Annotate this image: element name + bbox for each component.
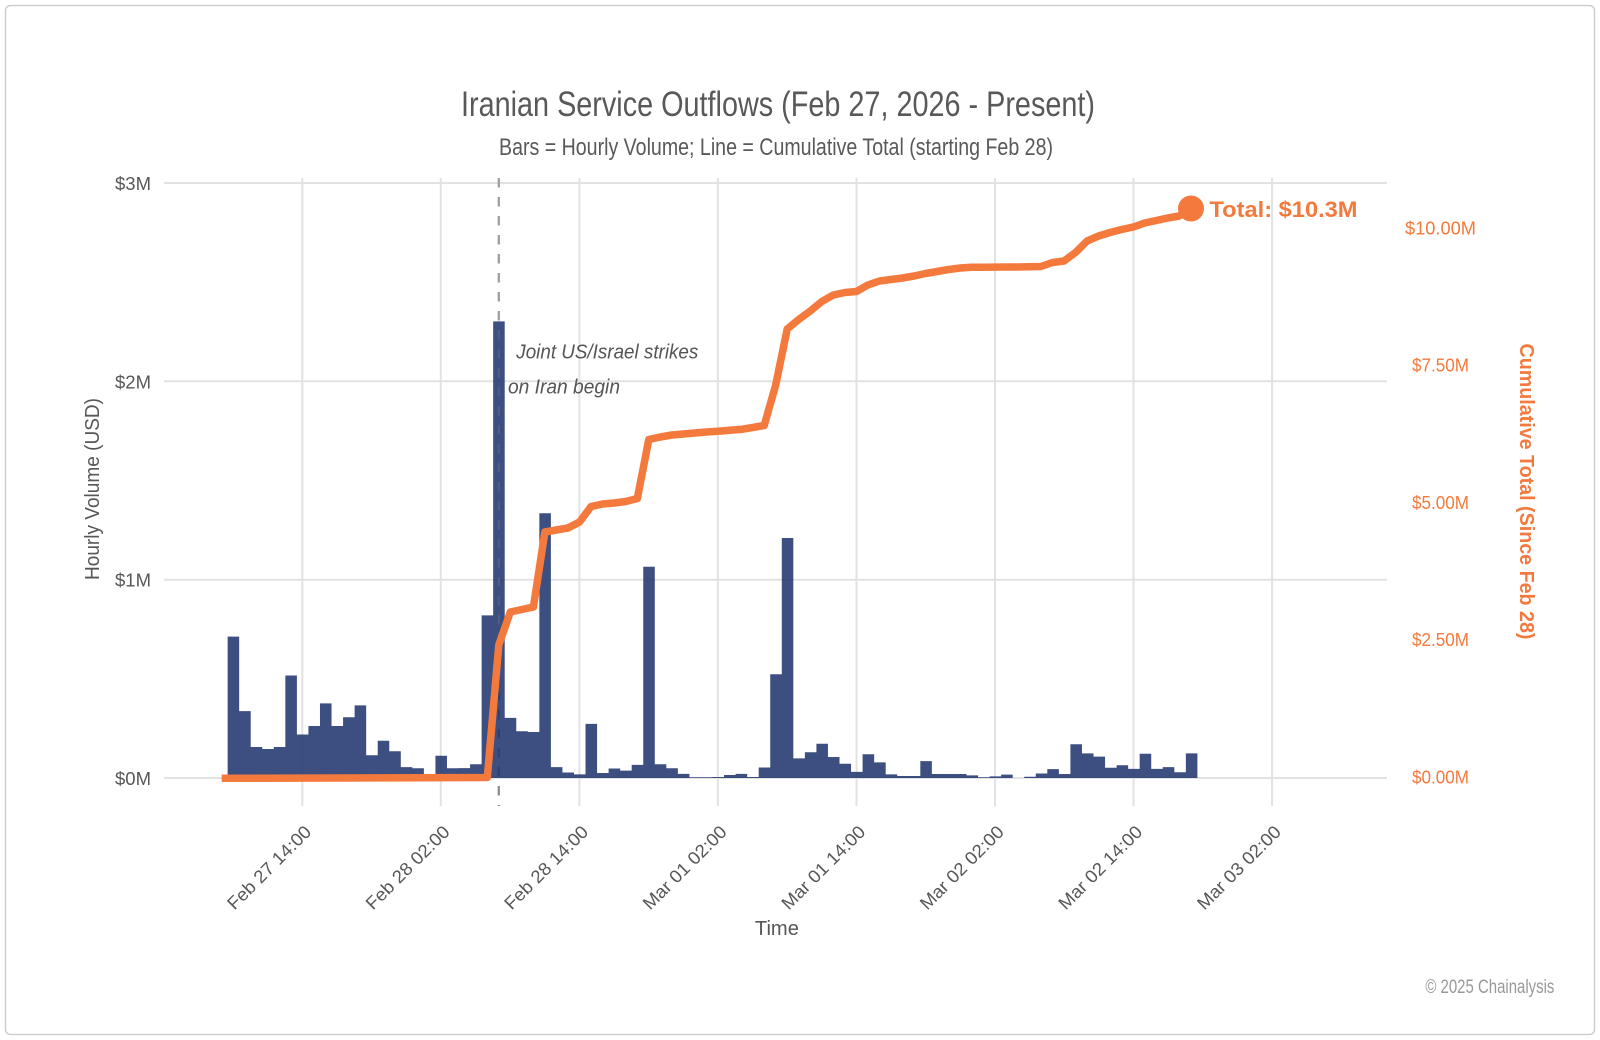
- svg-text:$5.00M: $5.00M: [1412, 493, 1469, 513]
- svg-text:$1M: $1M: [115, 571, 151, 591]
- svg-text:on Iran begin: on Iran begin: [508, 377, 620, 399]
- svg-text:Iranian Service Outflows (Feb: Iranian Service Outflows (Feb 27, 2026 -…: [461, 84, 1095, 124]
- svg-text:$0.00M: $0.00M: [1412, 768, 1469, 788]
- svg-text:$7.50M: $7.50M: [1412, 356, 1469, 376]
- svg-text:$2M: $2M: [115, 372, 151, 392]
- svg-text:Time: Time: [755, 918, 799, 940]
- svg-text:Hourly Volume (USD): Hourly Volume (USD): [82, 398, 104, 580]
- svg-text:Total: $10.3M: Total: $10.3M: [1210, 197, 1358, 222]
- svg-text:$0M: $0M: [115, 769, 151, 789]
- svg-text:Bars = Hourly Volume; Line = C: Bars = Hourly Volume; Line = Cumulative …: [499, 134, 1053, 161]
- svg-text:Joint US/Israel strikes: Joint US/Israel strikes: [515, 342, 698, 364]
- svg-text:$3M: $3M: [115, 174, 151, 194]
- svg-text:© 2025 Chainalysis: © 2025 Chainalysis: [1425, 977, 1554, 998]
- svg-text:$10.00M: $10.00M: [1405, 218, 1476, 238]
- svg-text:Cumulative Total (Since Feb 28: Cumulative Total (Since Feb 28): [1515, 344, 1537, 640]
- svg-text:$2.50M: $2.50M: [1412, 630, 1469, 650]
